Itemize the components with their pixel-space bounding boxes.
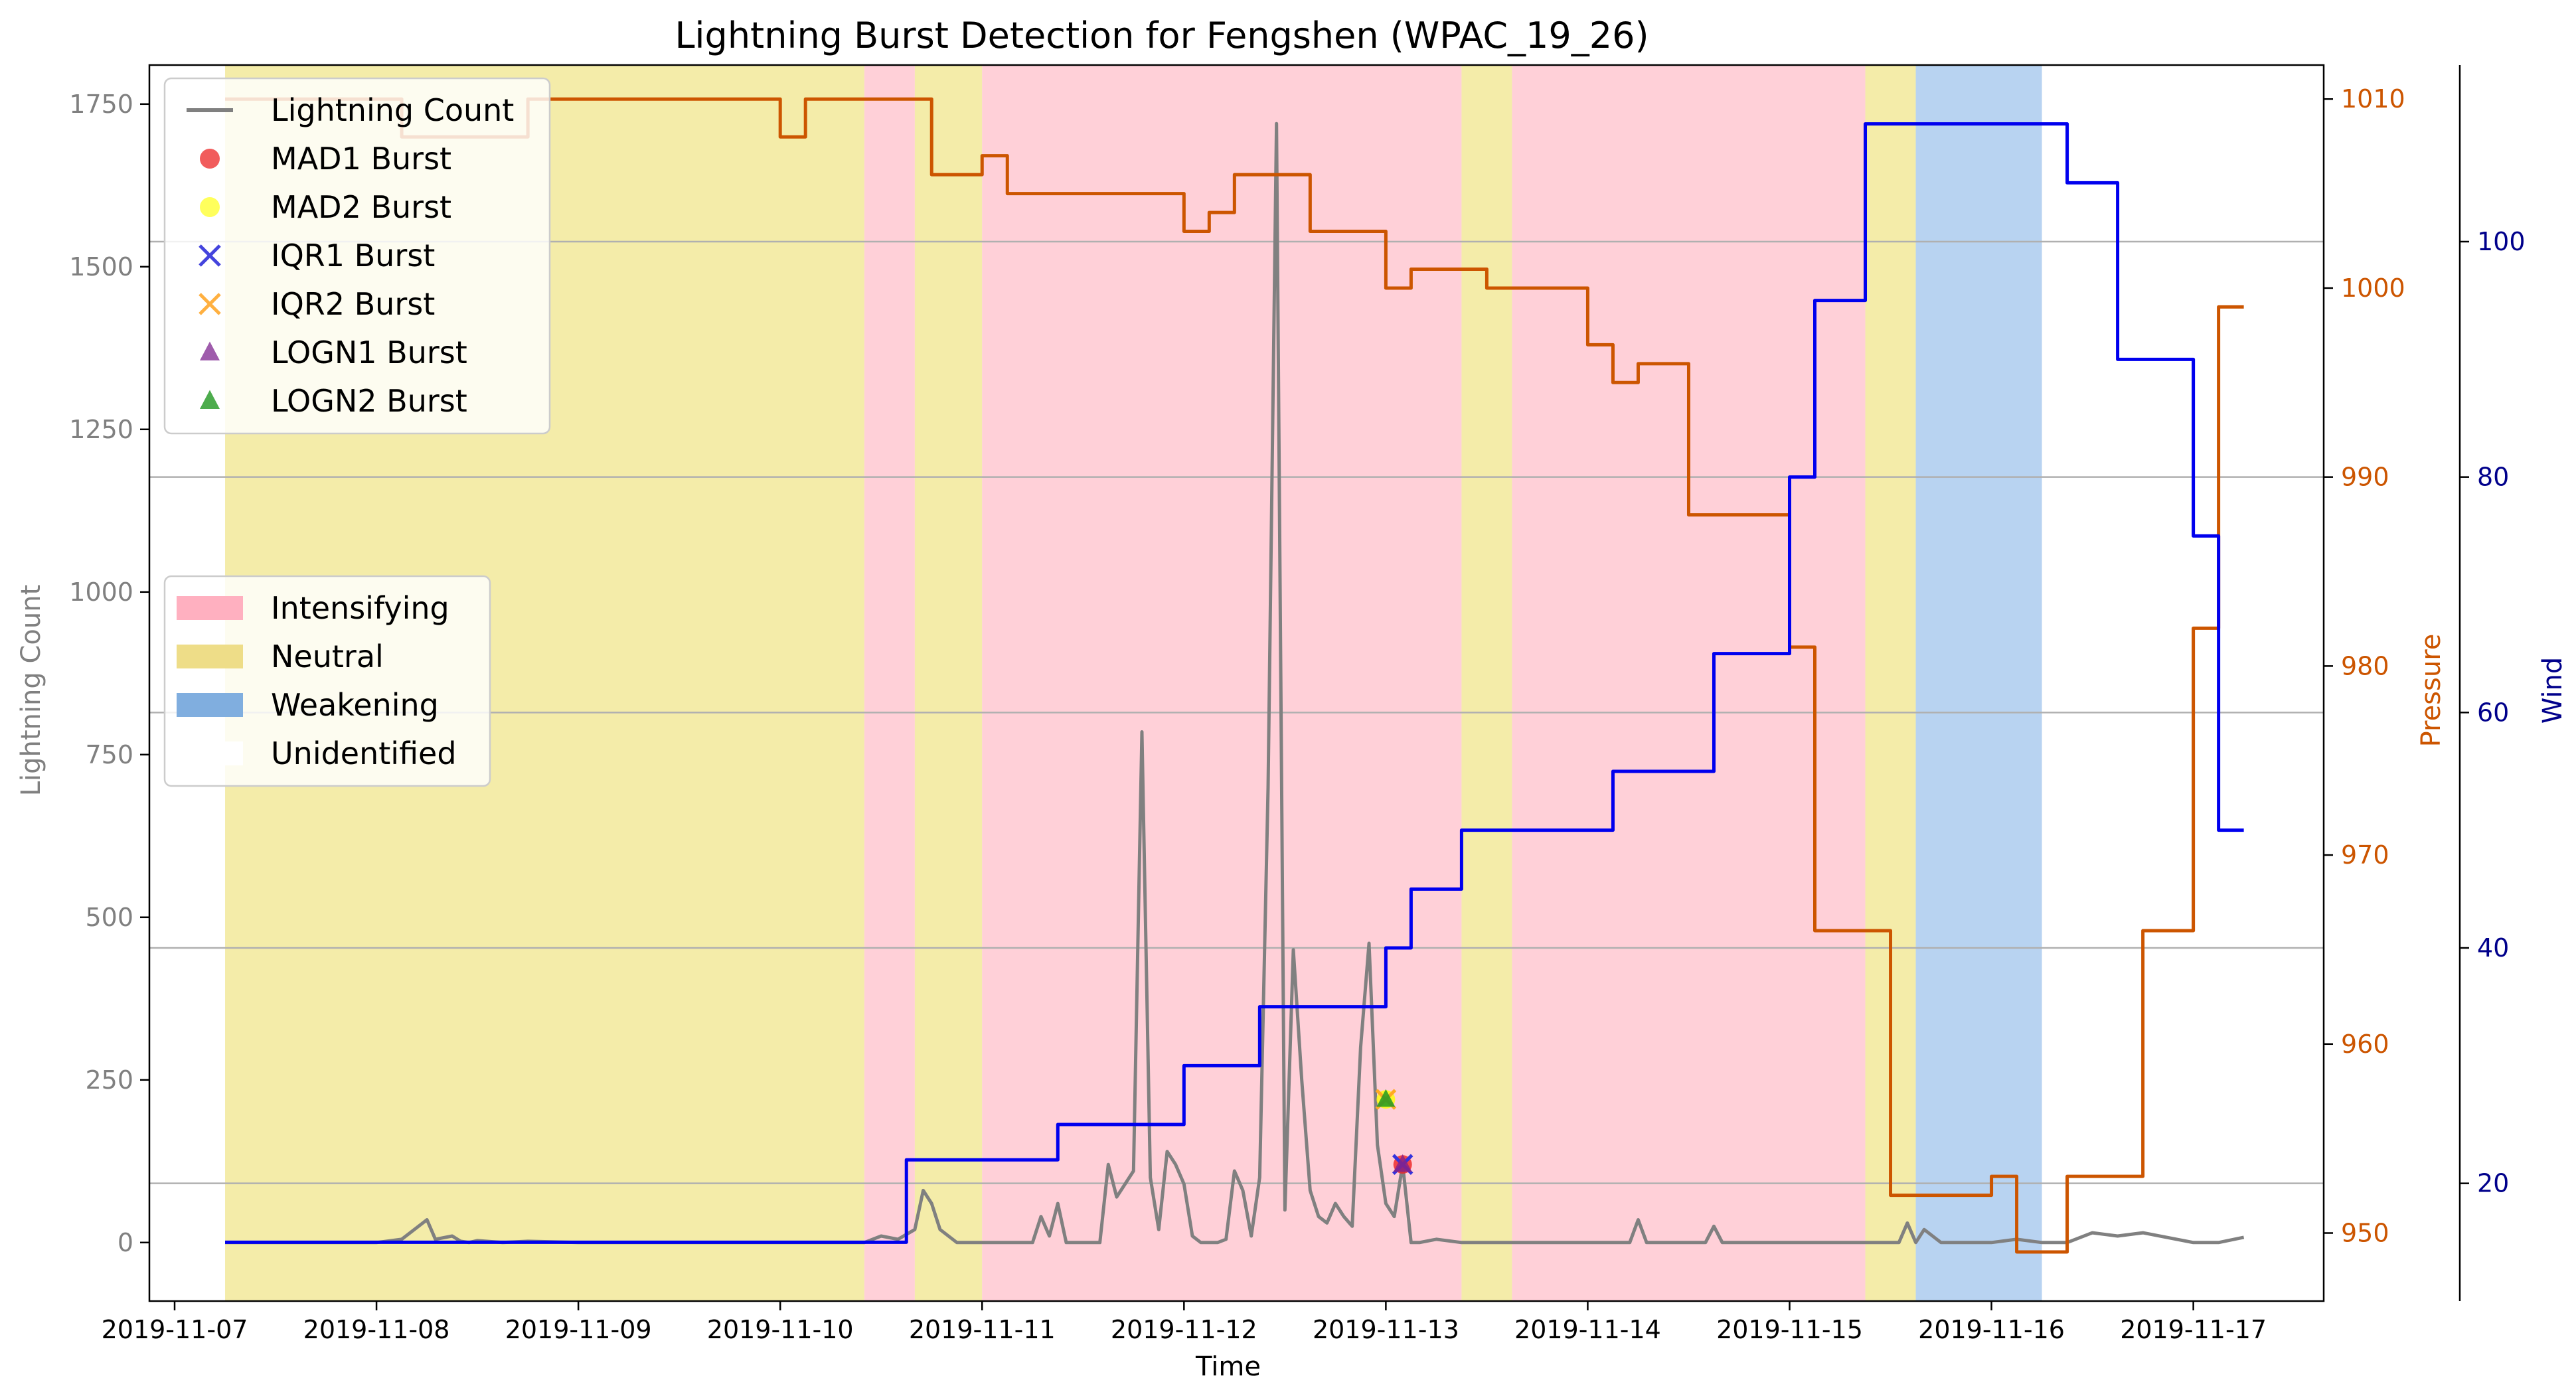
wind-tick-label: 40 bbox=[2477, 933, 2509, 963]
count-tick-label: 1750 bbox=[69, 90, 133, 119]
pressure-series-line bbox=[225, 97, 2244, 1254]
x-tick-label: 2019-11-15 bbox=[1716, 1315, 1863, 1344]
plot-frame bbox=[148, 64, 2325, 1302]
legend-label: IQR2 Burst bbox=[271, 286, 435, 322]
x-tick-label: 2019-11-12 bbox=[1111, 1315, 1257, 1344]
legend-marker bbox=[199, 244, 221, 267]
legend-swatch bbox=[177, 596, 243, 620]
phase-band-neutral bbox=[914, 65, 983, 1301]
count-series-line bbox=[225, 121, 2245, 1245]
count-tick-label: 1000 bbox=[69, 578, 133, 607]
wind-tick-label: 80 bbox=[2477, 463, 2509, 492]
count-tick-label: 1250 bbox=[69, 415, 133, 444]
count-axis-ticks: 0 250 500 750 1000 1250 1500 1750 bbox=[69, 90, 149, 1257]
phase-band-weakening bbox=[1915, 65, 2042, 1301]
chart-title: Lightning Burst Detection for Fengshen (… bbox=[675, 15, 1649, 56]
legend-label: MAD1 Burst bbox=[271, 141, 451, 177]
wind-tick-label: 60 bbox=[2477, 698, 2509, 727]
count-tick-label: 500 bbox=[85, 903, 133, 932]
x-tick-label: 2019-11-07 bbox=[102, 1315, 248, 1344]
count-tick-label: 750 bbox=[85, 740, 133, 769]
legend-swatch bbox=[177, 693, 243, 717]
burst-markers bbox=[1375, 1089, 1413, 1175]
legend-label: Intensifying bbox=[271, 590, 449, 626]
x-tick-label: 2019-11-13 bbox=[1313, 1315, 1459, 1344]
legend-label: Lightning Count bbox=[271, 92, 514, 128]
pressure-axis-label: Pressure bbox=[2416, 634, 2447, 747]
x-tick-label: 2019-11-16 bbox=[1918, 1315, 2065, 1344]
legend-label: IQR1 Burst bbox=[271, 238, 435, 273]
x-tick-label: 2019-11-08 bbox=[303, 1315, 450, 1344]
legend-marker bbox=[200, 341, 220, 360]
x-tick-label: 2019-11-10 bbox=[707, 1315, 854, 1344]
pressure-tick-label: 950 bbox=[2341, 1219, 2389, 1248]
legend-label: LOGN1 Burst bbox=[271, 335, 467, 370]
phase-legend-box bbox=[163, 575, 491, 787]
count-tick-label: 1500 bbox=[69, 252, 133, 281]
x-axis-label: Time bbox=[1195, 1352, 1261, 1382]
wind-axis-ticks: 20 40 60 80 100 bbox=[2460, 227, 2526, 1198]
series-lines bbox=[225, 97, 2245, 1254]
pressure-tick-label: 1000 bbox=[2341, 273, 2405, 303]
pressure-tick-label: 980 bbox=[2341, 651, 2389, 680]
legend-label: MAD2 Burst bbox=[271, 189, 451, 225]
count-tick-label: 0 bbox=[118, 1228, 133, 1257]
legend-label: Neutral bbox=[271, 639, 384, 674]
x-tick-label: 2019-11-11 bbox=[909, 1315, 1056, 1344]
phase-band-neutral bbox=[1461, 65, 1512, 1301]
pressure-tick-label: 970 bbox=[2341, 840, 2389, 870]
legend-marker bbox=[200, 390, 220, 409]
count-tick-label: 250 bbox=[85, 1065, 133, 1095]
legend-marker-stroke bbox=[199, 293, 221, 315]
phase-band-intensifying bbox=[982, 65, 1462, 1301]
legend-label: LOGN2 Burst bbox=[271, 383, 467, 419]
phase-band-intensifying bbox=[864, 65, 915, 1301]
series-legend: Lightning Count MAD1 Burst MAD2 Burst IQR1 … bbox=[163, 77, 551, 435]
legend-swatch bbox=[177, 645, 243, 668]
wind-tick-label: 20 bbox=[2477, 1169, 2509, 1198]
legend-marker-stroke bbox=[199, 244, 221, 267]
legend-label: Weakening bbox=[271, 687, 439, 723]
phase-band-intensifying bbox=[1512, 65, 1866, 1301]
legend-marker bbox=[200, 149, 220, 169]
count-axis-label: Lightning Count bbox=[16, 585, 46, 797]
x-axis-ticks: 2019-11-07 2019-11-08 2019-11-09 2019-11-10… bbox=[102, 1301, 2267, 1344]
pressure-tick-label: 990 bbox=[2341, 463, 2389, 492]
wind-tick-label: 100 bbox=[2477, 227, 2526, 256]
series-legend-box bbox=[163, 77, 551, 435]
legend-swatch bbox=[177, 741, 243, 765]
pressure-axis-ticks: 950 960 970 980 990 1000 1010 bbox=[2324, 84, 2405, 1248]
wind-axis-label: Wind bbox=[2537, 657, 2568, 724]
x-tick-label: 2019-11-14 bbox=[1514, 1315, 1661, 1344]
pressure-tick-label: 1010 bbox=[2341, 84, 2405, 114]
burst-marker bbox=[1393, 1154, 1412, 1172]
phase-legend: Intensifying Neutral Weakening Unidentified bbox=[163, 575, 491, 787]
pressure-tick-label: 960 bbox=[2341, 1030, 2389, 1059]
legend-label: Unidentified bbox=[271, 736, 457, 771]
burst-marker bbox=[1376, 1089, 1396, 1107]
legend-marker bbox=[199, 293, 221, 315]
legend-marker bbox=[200, 197, 220, 217]
x-tick-label: 2019-11-17 bbox=[2120, 1315, 2267, 1344]
wind-series-line bbox=[225, 122, 2244, 1244]
x-tick-label: 2019-11-09 bbox=[505, 1315, 652, 1344]
